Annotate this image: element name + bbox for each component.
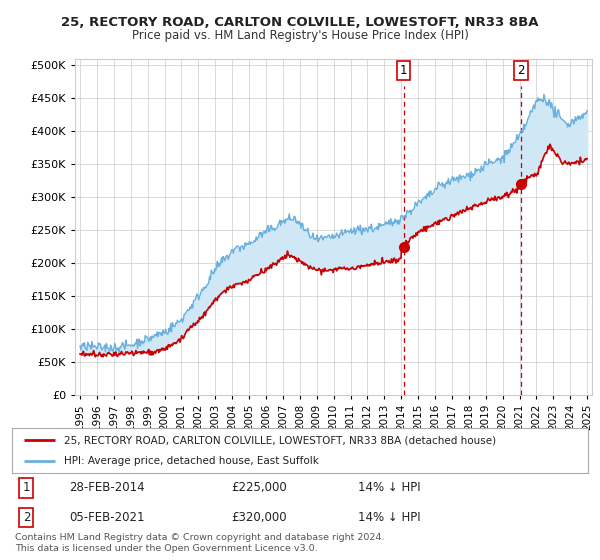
Text: Contains HM Land Registry data © Crown copyright and database right 2024.
This d: Contains HM Land Registry data © Crown c… <box>15 533 385 553</box>
Text: 1: 1 <box>23 481 30 494</box>
Text: 25, RECTORY ROAD, CARLTON COLVILLE, LOWESTOFT, NR33 8BA (detached house): 25, RECTORY ROAD, CARLTON COLVILLE, LOWE… <box>64 436 496 446</box>
Text: 1: 1 <box>400 64 407 77</box>
Text: HPI: Average price, detached house, East Suffolk: HPI: Average price, detached house, East… <box>64 456 319 466</box>
Text: 05-FEB-2021: 05-FEB-2021 <box>70 511 145 524</box>
Text: 25, RECTORY ROAD, CARLTON COLVILLE, LOWESTOFT, NR33 8BA: 25, RECTORY ROAD, CARLTON COLVILLE, LOWE… <box>61 16 539 29</box>
Text: Price paid vs. HM Land Registry's House Price Index (HPI): Price paid vs. HM Land Registry's House … <box>131 29 469 42</box>
Text: 2: 2 <box>517 64 524 77</box>
Text: 2: 2 <box>23 511 30 524</box>
Text: £225,000: £225,000 <box>231 481 287 494</box>
Text: £320,000: £320,000 <box>231 511 287 524</box>
Text: 14% ↓ HPI: 14% ↓ HPI <box>358 481 420 494</box>
Text: 14% ↓ HPI: 14% ↓ HPI <box>358 511 420 524</box>
Text: 28-FEB-2014: 28-FEB-2014 <box>70 481 145 494</box>
